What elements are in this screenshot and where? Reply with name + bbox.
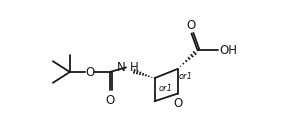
Text: O: O [85, 66, 94, 79]
Text: O: O [173, 97, 182, 110]
Text: O: O [186, 19, 195, 32]
Text: OH: OH [219, 44, 237, 57]
Text: N: N [116, 61, 125, 74]
Text: O: O [105, 94, 114, 107]
Text: or1: or1 [158, 84, 172, 93]
Text: or1: or1 [178, 72, 192, 81]
Text: H: H [130, 61, 139, 74]
